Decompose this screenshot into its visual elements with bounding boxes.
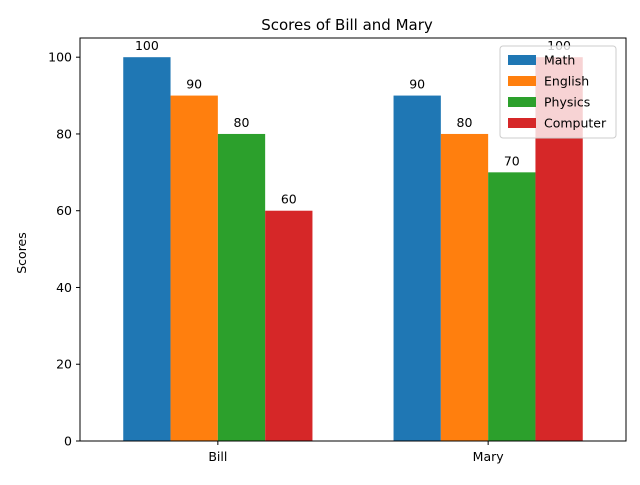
bar-mary-english [440, 133, 489, 441]
data-label-bill-english: 90 [186, 77, 202, 92]
data-label-bill-math: 100 [135, 38, 159, 53]
data-label-bill-computer: 60 [281, 192, 297, 207]
data-label-mary-english: 80 [457, 115, 473, 130]
y-tick-label: 20 [56, 357, 72, 372]
legend-label: Math [544, 53, 575, 68]
y-axis-label: Scores [14, 232, 29, 274]
data-label-mary-math: 90 [409, 77, 425, 92]
legend-swatch [508, 118, 536, 128]
bar-bill-physics [217, 133, 266, 441]
y-tick-label: 60 [56, 203, 72, 218]
y-tick-label: 100 [48, 50, 72, 65]
bar-mary-physics [488, 172, 536, 442]
bar-bill-english [170, 95, 218, 442]
plot-frame [79, 37, 627, 442]
legend-box [499, 45, 617, 139]
bar-bill-computer [265, 210, 313, 441]
data-label-mary-physics: 70 [504, 153, 520, 168]
x-tick-label: Bill [208, 449, 227, 464]
chart-title: Scores of Bill and Mary [261, 16, 433, 34]
legend-label: Computer [544, 116, 607, 131]
legend-swatch [508, 97, 536, 107]
bars-layer [123, 57, 583, 442]
legend-swatch [508, 55, 536, 65]
x-tick-label: Mary [473, 449, 505, 464]
data-label-bill-physics: 80 [234, 115, 250, 130]
y-tick-label: 40 [56, 280, 72, 295]
data-labels-layer: 100909080807060100 [135, 38, 571, 207]
y-tick-label: 0 [64, 434, 72, 449]
bar-mary-math [393, 95, 441, 442]
legend-swatch [508, 76, 536, 86]
legend-label: Physics [544, 95, 590, 110]
axes-layer: 0 20 40 60 80 100 Bill Mary [48, 50, 504, 464]
bar-bill-math [123, 57, 171, 441]
legend: Math English Physics Computer [499, 45, 617, 139]
y-tick-label: 80 [56, 126, 72, 141]
legend-label: English [544, 74, 589, 89]
